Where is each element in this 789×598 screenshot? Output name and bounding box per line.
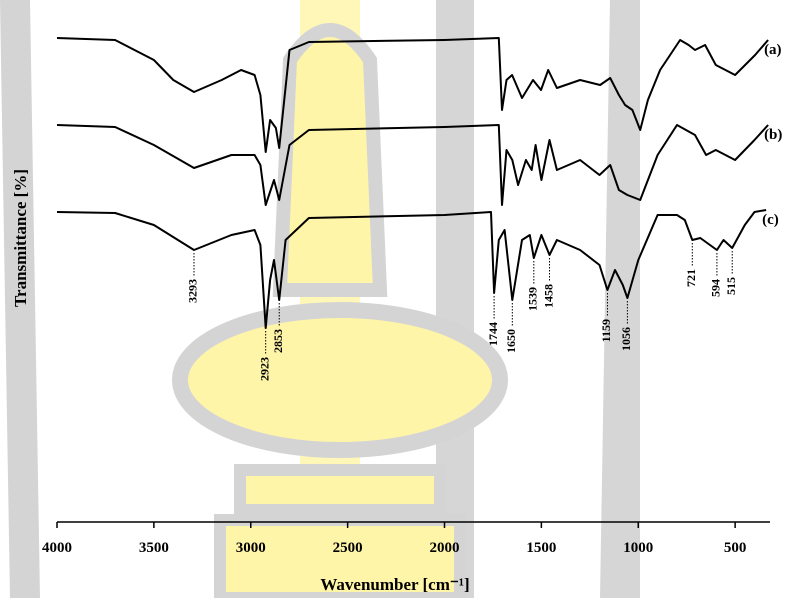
peak-label: 515 bbox=[724, 277, 738, 295]
watermark-stripe bbox=[0, 0, 40, 598]
x-tick-label: 1000 bbox=[623, 540, 653, 556]
x-tick-label: 4000 bbox=[42, 540, 72, 556]
watermark-base bbox=[214, 514, 466, 598]
watermark-dome bbox=[172, 302, 508, 458]
series-label: (b) bbox=[764, 127, 782, 143]
peak-label: 2853 bbox=[271, 329, 285, 353]
y-axis-title: Transmittance [%] bbox=[11, 169, 30, 307]
peak-label: 3293 bbox=[186, 279, 200, 303]
spectrum-line bbox=[56, 209, 767, 329]
x-tick-label: 3000 bbox=[236, 540, 266, 556]
peak-label: 1539 bbox=[526, 287, 540, 311]
x-tick-label: 500 bbox=[724, 540, 747, 556]
watermark-base bbox=[234, 464, 446, 516]
peak-label: 594 bbox=[709, 279, 723, 297]
watermark-stripe bbox=[600, 0, 640, 598]
series-label: (c) bbox=[762, 212, 779, 228]
x-tick-label: 3500 bbox=[139, 540, 169, 556]
watermark bbox=[0, 0, 640, 598]
x-tick-label: 1500 bbox=[526, 540, 556, 556]
x-axis-title: Wavenumber [cm⁻¹] bbox=[320, 575, 469, 594]
peak-label: 1744 bbox=[486, 322, 500, 346]
spectrum-line bbox=[56, 37, 769, 153]
peak-label: 2923 bbox=[257, 357, 271, 381]
peak-label: 1458 bbox=[541, 284, 555, 308]
peak-label: 1159 bbox=[599, 319, 613, 342]
spectrum-line bbox=[56, 124, 769, 206]
series-label: (a) bbox=[764, 42, 782, 58]
peak-label: 1056 bbox=[619, 327, 633, 351]
peak-label: 721 bbox=[684, 269, 698, 287]
x-tick-label: 2000 bbox=[430, 540, 460, 556]
peak-label: 1650 bbox=[504, 329, 518, 353]
x-tick-label: 2500 bbox=[333, 540, 363, 556]
watermark-spire bbox=[272, 23, 388, 297]
